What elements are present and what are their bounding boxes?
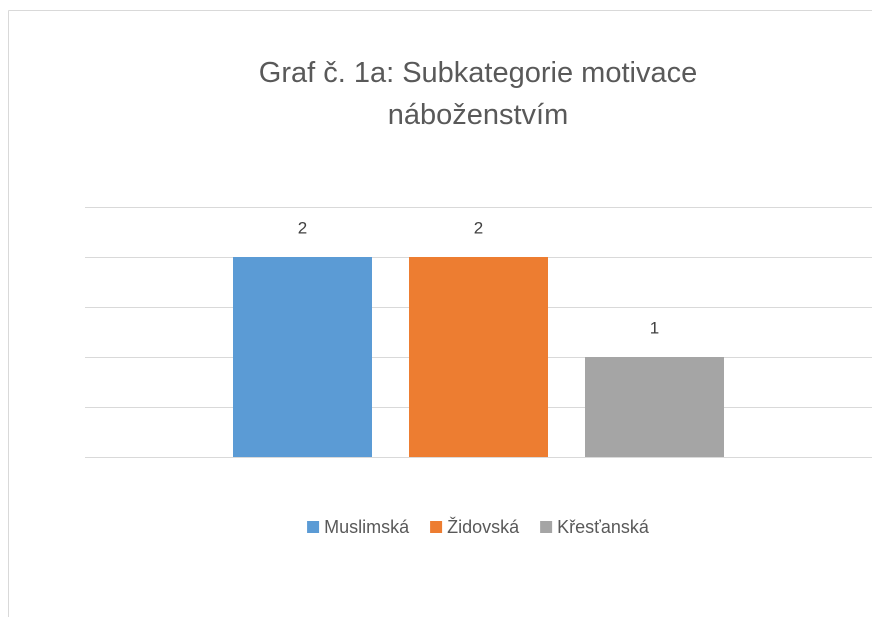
- bar: [585, 357, 724, 457]
- legend-swatch: [307, 521, 320, 533]
- legend-swatch: [430, 521, 443, 533]
- chart-title: Graf č. 1a: Subkategorie motivace nábože…: [258, 57, 698, 131]
- data-label: 2: [298, 218, 307, 237]
- legend-label: Židovská: [447, 517, 520, 537]
- data-label: 1: [650, 318, 659, 337]
- bar: [233, 257, 372, 457]
- bar: [409, 257, 548, 457]
- legend-swatch: [540, 521, 553, 533]
- data-label: 2: [474, 218, 483, 237]
- legend-label: Křesťanská: [557, 517, 650, 537]
- legend-label: Muslimská: [324, 517, 410, 537]
